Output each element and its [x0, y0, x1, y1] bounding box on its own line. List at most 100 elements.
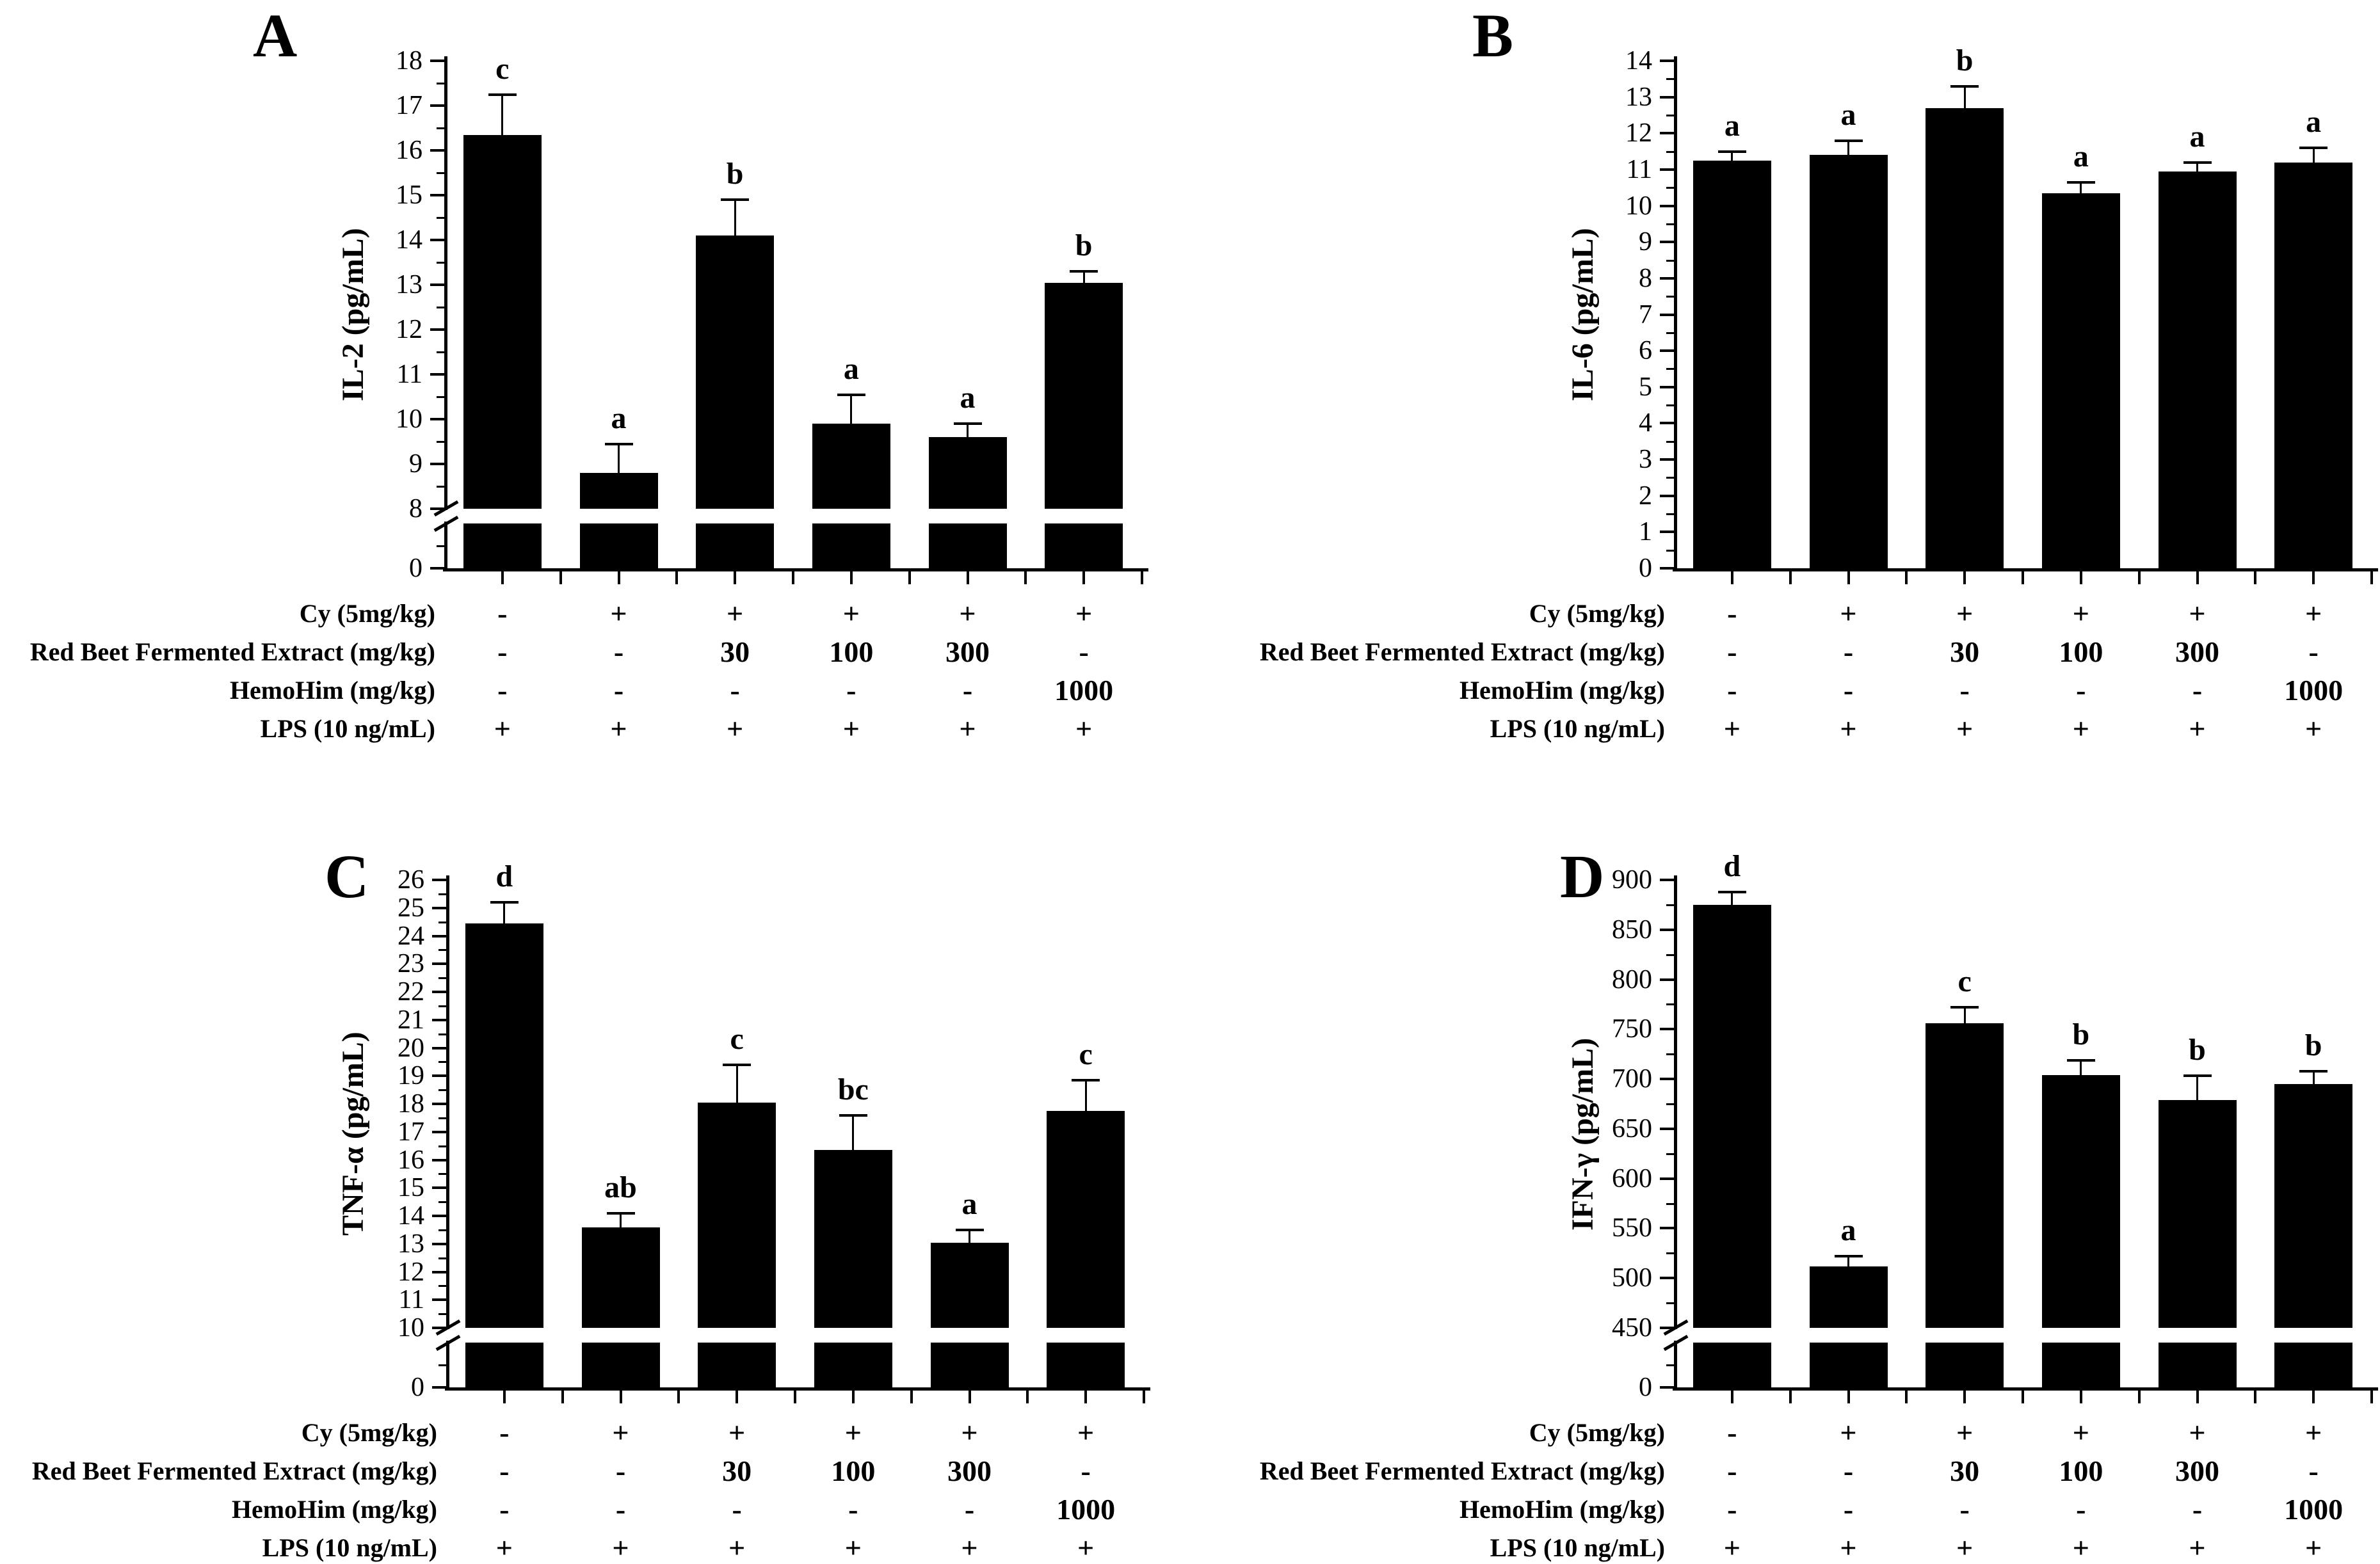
x-tick	[2312, 1391, 2315, 1403]
panel-d-letter: D	[1560, 842, 1605, 911]
bar	[2041, 193, 2120, 568]
y-tick-label: 17	[398, 1117, 424, 1147]
y-tick-label: 6	[1639, 336, 1652, 366]
y-tick-label: 22	[398, 977, 424, 1007]
y-tick	[432, 1103, 446, 1105]
y-minor-tick	[438, 1061, 446, 1064]
panel-b: B IL-6 (pg/mL) 14 13 12 11 10 9 8 7 6 5 4 3 2 1 0 a a b a a…	[1190, 0, 2380, 745]
x-tick	[2022, 1391, 2024, 1403]
error-bar-cap	[490, 901, 519, 904]
y-minor-tick	[437, 127, 444, 129]
sig-letter: a	[2073, 139, 2089, 173]
sig-letter: ab	[604, 1170, 637, 1204]
table-cell-value: -	[1727, 1416, 1737, 1449]
x-axis-line	[443, 568, 1148, 571]
table-cell-value: +	[1723, 1531, 1741, 1564]
y-tick-label: 16	[396, 136, 422, 165]
y-minor-tick	[1666, 1153, 1674, 1155]
table-cell-value: -	[2192, 1493, 2203, 1526]
y-minor-tick	[437, 217, 444, 219]
y-tick	[432, 1046, 446, 1049]
table-cell-value: 1000	[2284, 1493, 2344, 1526]
table-cell-value: +	[2072, 597, 2089, 630]
bar-stub	[463, 523, 542, 568]
bar-stub	[2158, 1343, 2237, 1387]
error-bar-cap	[488, 93, 517, 96]
table-cell-value: -	[613, 635, 624, 668]
table-cell-value: +	[959, 712, 976, 745]
table-cell-value: -	[964, 1493, 975, 1526]
table-row-label: Red Beet Fermented Extract (mg/kg)	[31, 1456, 437, 1485]
table-row-label: HemoHim (mg/kg)	[229, 676, 435, 705]
table-cell-value: -	[1727, 1455, 1737, 1487]
y-tick-label: 5	[1639, 372, 1652, 402]
table-cell-value: +	[494, 712, 511, 745]
table-cell-value: -	[1959, 1493, 1970, 1526]
y-tick-label: 800	[1612, 964, 1652, 994]
error-bar-cap	[1834, 1255, 1863, 1257]
table-cell-value: -	[497, 674, 508, 706]
y-minor-tick	[1666, 477, 1674, 479]
table-cell-value: +	[1075, 597, 1093, 630]
y-tick-label: 19	[398, 1061, 424, 1091]
x-tick	[734, 571, 737, 584]
error-bar-line	[2196, 1076, 2198, 1115]
error-bar-cap	[1950, 84, 1979, 88]
y-minor-tick	[1666, 904, 1674, 906]
y-tick-label: 4	[1639, 408, 1652, 438]
y-tick	[1660, 1028, 1674, 1031]
y-minor-tick	[437, 545, 444, 547]
sig-letter: c	[1079, 1037, 1093, 1071]
table-row-label: LPS (10 ng/mL)	[262, 1533, 437, 1562]
y-tick	[1660, 1177, 1674, 1180]
bar-stub	[579, 523, 658, 568]
y-tick-label: 900	[1612, 865, 1652, 895]
y-tick	[432, 1386, 446, 1389]
y-tick-label: 750	[1612, 1014, 1652, 1044]
table-cell-value: +	[1723, 712, 1741, 745]
x-tick	[503, 1391, 506, 1403]
x-tick	[2312, 571, 2315, 584]
bar	[1926, 108, 2004, 568]
error-bar-line	[1847, 140, 1849, 171]
x-tick	[675, 571, 679, 584]
error-bar-cap	[2183, 1074, 2212, 1078]
y-tick-label: 0	[1639, 554, 1652, 583]
x-tick	[1963, 571, 1966, 584]
y-minor-tick	[1666, 1252, 1674, 1255]
sig-letter: bc	[837, 1072, 869, 1106]
table-cell-value: -	[2308, 635, 2319, 668]
table-cell-value: -	[499, 1455, 510, 1487]
error-bar-cap	[1717, 150, 1746, 153]
bar-stub	[696, 523, 775, 568]
y-minor-tick	[1666, 1103, 1674, 1105]
table-cell-value: -	[499, 1493, 510, 1526]
y-axis-line	[444, 56, 447, 510]
y-tick	[1660, 494, 1674, 497]
table-cell-value: +	[2189, 597, 2206, 630]
bar-stub	[2041, 1343, 2120, 1387]
y-tick	[1660, 1078, 1674, 1081]
x-tick	[2196, 1391, 2199, 1403]
table-cell-value: 100	[2059, 635, 2103, 668]
table-cell-value: +	[2072, 712, 2089, 745]
error-bar-line	[850, 394, 853, 439]
y-tick	[430, 373, 444, 376]
y-minor-tick	[437, 396, 444, 398]
table-cell-value: -	[1843, 674, 1854, 706]
y-tick	[1660, 531, 1674, 534]
y-tick-label: 21	[398, 1005, 424, 1035]
table-cell-value: -	[615, 1455, 626, 1487]
x-tick	[792, 571, 794, 584]
table-cell-value: +	[727, 597, 744, 630]
error-bar-cap	[1072, 1078, 1100, 1081]
y-tick	[1660, 1277, 1674, 1280]
y-axis-line	[1674, 1341, 1677, 1391]
error-bar-cap	[1070, 270, 1098, 273]
bar	[1693, 904, 1771, 1328]
y-tick-label: 9	[1639, 227, 1652, 257]
y-axis-line	[446, 1341, 449, 1391]
table-cell-value: -	[2076, 1493, 2086, 1526]
table-cell-value: +	[728, 1531, 746, 1564]
table-row-label: HemoHim (mg/kg)	[1459, 676, 1665, 705]
